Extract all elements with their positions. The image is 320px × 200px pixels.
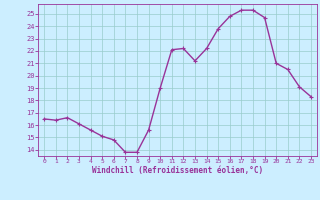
X-axis label: Windchill (Refroidissement éolien,°C): Windchill (Refroidissement éolien,°C) xyxy=(92,166,263,175)
